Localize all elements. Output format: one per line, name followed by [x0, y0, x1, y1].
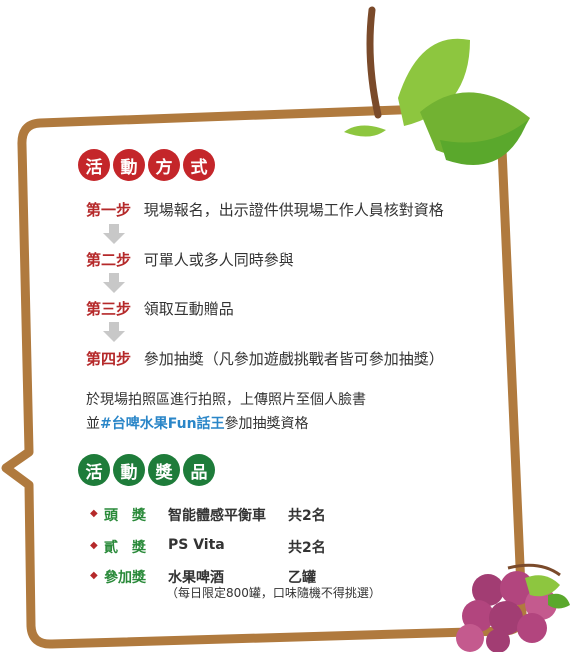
leaf-icon — [344, 38, 530, 165]
step-label: 第四步 — [86, 350, 132, 368]
heading-char: 品 — [183, 454, 215, 486]
prize-item: 智能體感平衡車 — [168, 508, 266, 524]
grape-icon — [456, 563, 570, 652]
step-text: 領取互動贈品 — [143, 300, 234, 318]
prize-item: 水果啤酒 — [168, 570, 224, 586]
arrow-down-icon — [103, 224, 125, 244]
step-4: 第四步 參加抽獎（凡參加遊戲挑戰者皆可參加抽獎） — [86, 348, 444, 369]
note-prefix: 並 — [86, 416, 100, 432]
note-suffix: 參加抽獎資格 — [224, 416, 309, 432]
step-label: 第一步 — [86, 201, 132, 219]
prize-footnote: （每日限定800罐，口味隨機不得挑選） — [166, 586, 381, 600]
heading-char: 活 — [78, 454, 110, 486]
bullet-icon: ◆ — [90, 508, 98, 519]
prize-name: 貳 獎 — [104, 540, 146, 556]
prizes-heading: 活 動 獎 品 — [78, 454, 215, 486]
prize-qty: 乙罐 — [288, 570, 316, 586]
step-2: 第二步 可單人或多人同時參與 — [86, 249, 294, 270]
activity-heading: 活 動 方 式 — [78, 149, 215, 181]
prize-qty: 共2名 — [288, 540, 326, 556]
step-1: 第一步 現場報名，出示證件供現場工作人員核對資格 — [86, 199, 444, 220]
bullet-icon: ◆ — [90, 570, 98, 581]
step-label: 第二步 — [86, 251, 132, 269]
hashtag: #台啤水果Fun話王 — [100, 416, 225, 432]
photo-note-line-1: 於現場拍照區進行拍照，上傳照片至個人臉書 — [86, 392, 366, 408]
prize-item: PS Vita — [168, 537, 225, 553]
step-label: 第三步 — [86, 300, 132, 318]
speech-frame — [1, 102, 527, 649]
heading-char: 獎 — [148, 454, 180, 486]
heading-char: 活 — [78, 149, 110, 181]
step-text: 可單人或多人同時參與 — [143, 251, 294, 269]
step-3: 第三步 領取互動贈品 — [86, 298, 234, 319]
heading-char: 動 — [113, 149, 145, 181]
photo-note-line-2: 並#台啤水果Fun話王參加抽獎資格 — [86, 413, 309, 433]
prize-name: 頭 獎 — [104, 508, 146, 524]
step-text: 參加抽獎（凡參加遊戲挑戰者皆可參加抽獎） — [143, 350, 444, 368]
arrow-down-icon — [103, 273, 125, 293]
heading-char: 動 — [113, 454, 145, 486]
bullet-icon: ◆ — [90, 540, 98, 551]
stem-icon — [366, 6, 382, 119]
heading-char: 方 — [148, 149, 180, 181]
prize-qty: 共2名 — [288, 508, 326, 524]
step-text: 現場報名，出示證件供現場工作人員核對資格 — [143, 201, 444, 219]
heading-char: 式 — [183, 149, 215, 181]
prize-name: 參加獎 — [104, 570, 146, 586]
arrow-down-icon — [103, 322, 125, 342]
